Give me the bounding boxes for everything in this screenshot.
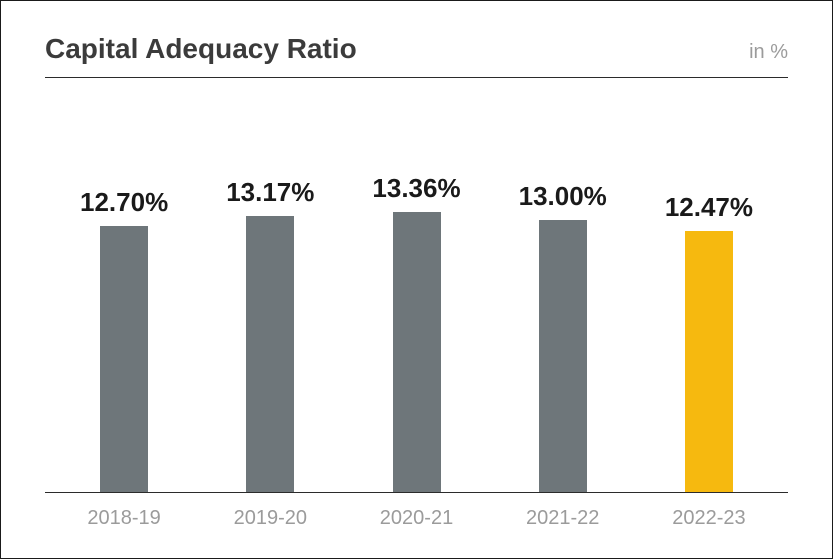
bar <box>100 226 148 492</box>
x-axis-label: 2020-21 <box>343 507 489 530</box>
bar-value-label: 13.00% <box>519 181 607 212</box>
x-axis-label: 2018-19 <box>51 507 197 530</box>
bar <box>393 212 441 492</box>
bar <box>246 216 294 492</box>
bar-value-label: 12.70% <box>80 187 168 218</box>
x-axis-label: 2022-23 <box>636 507 782 530</box>
chart-header: Capital Adequacy Ratio in % <box>45 33 788 77</box>
chart-unit-label: in % <box>749 41 788 64</box>
x-axis-label: 2021-22 <box>490 507 636 530</box>
bar-column: 13.17% <box>197 86 343 492</box>
bar-value-label: 12.47% <box>665 192 753 223</box>
chart-card: Capital Adequacy Ratio in % 12.70% 13.17%… <box>0 0 833 559</box>
chart-area: 12.70%13.17%13.36%13.00%12.47% 2018-1920… <box>45 86 788 530</box>
bar <box>539 220 587 492</box>
x-axis-labels: 2018-192019-202020-212021-222022-23 <box>45 493 788 530</box>
chart-title: Capital Adequacy Ratio <box>45 33 357 65</box>
bars-row: 12.70% 13.17% 13.36% 13.00% 12.47% <box>45 86 788 493</box>
header-divider <box>45 77 788 78</box>
bar-value-label: 13.36% <box>372 173 460 204</box>
bar-column: 13.36% <box>343 86 489 492</box>
x-axis-label: 2019-20 <box>197 507 343 530</box>
bar-column: 12.47% <box>636 86 782 492</box>
bar <box>685 231 733 492</box>
bar-column: 13.00% <box>490 86 636 492</box>
bar-value-label: 13.17% <box>226 177 314 208</box>
bar-column: 12.70% <box>51 86 197 492</box>
